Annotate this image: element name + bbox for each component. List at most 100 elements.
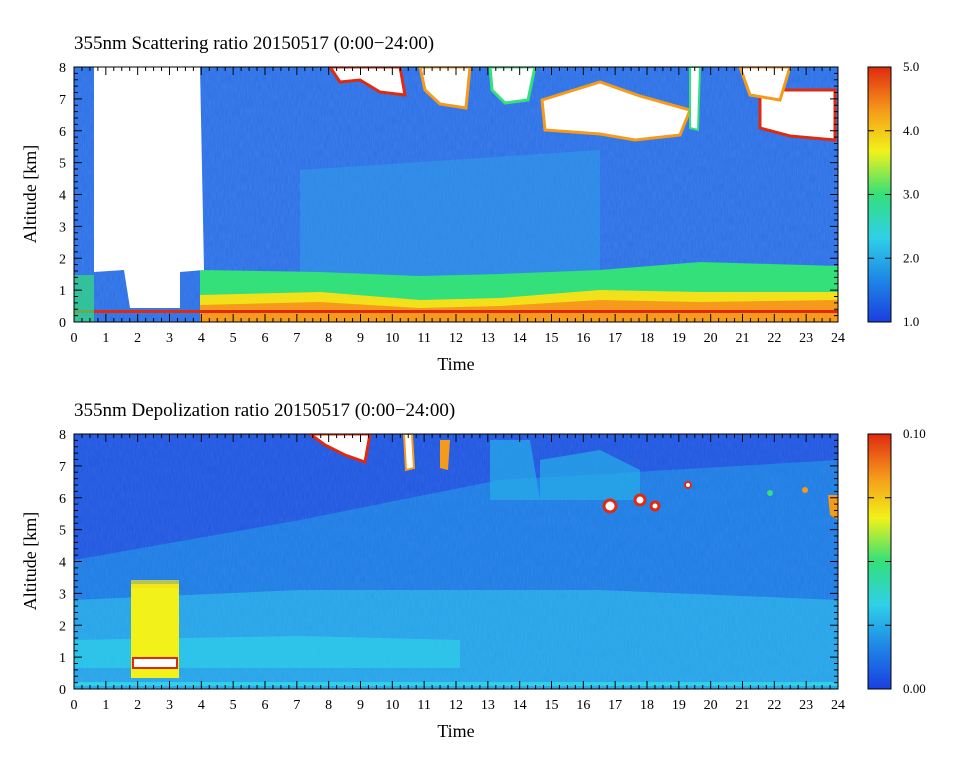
- x-tick-label: 23: [799, 331, 813, 346]
- y-tick-label: 5: [59, 157, 66, 172]
- y-tick-label: 3: [59, 220, 66, 235]
- colorbar-tick-label: 1.0: [903, 314, 919, 329]
- y-tick-label: 2: [59, 619, 66, 634]
- x-tick-label: 1: [102, 698, 109, 713]
- x-axis-ticks: 0 1 2 3 4 5 6 7 8 9 10 11 12 13 14 15 16 17 18 19 20 21 22 23 24: [71, 434, 845, 713]
- x-tick-label: 20: [704, 331, 718, 346]
- aerosol-mid-layer: [300, 150, 600, 285]
- x-tick-label: 8: [325, 698, 332, 713]
- x-tick-label: 10: [385, 331, 399, 346]
- cloud-patch: [440, 440, 450, 470]
- cloud-patch: [602, 498, 618, 514]
- x-tick-label: 22: [767, 331, 781, 346]
- y-tick-label: 0: [59, 316, 66, 331]
- x-tick-label: 22: [767, 698, 781, 713]
- colorbar-ticks: 5.0 4.0 3.0 2.0 1.0: [868, 59, 919, 329]
- x-tick-label: 21: [736, 331, 750, 346]
- x-tick-label: 19: [672, 698, 686, 713]
- x-axis-ticks: 0 1 2 3 4 5 6 7 8 9 10 11 12 13 14 15 16 17 18 19 20 21 22 23 24: [71, 67, 845, 346]
- x-tick-label: 15: [545, 331, 559, 346]
- depolarization-ratio-panel: 355nm Depolization ratio 20150517 (0:00−…: [20, 400, 926, 741]
- x-tick-label: 6: [262, 331, 269, 346]
- colorbar-tick-label: 0.00: [903, 681, 926, 696]
- colorbar: 5.0 4.0 3.0 2.0 1.0: [867, 59, 919, 329]
- y-tick-label: 6: [59, 492, 66, 507]
- x-tick-label: 19: [672, 331, 686, 346]
- colorbar-tick-label: 0.10: [903, 426, 926, 441]
- x-tick-label: 0: [71, 698, 78, 713]
- x-tick-label: 2: [134, 331, 141, 346]
- x-tick-label: 11: [417, 331, 430, 346]
- cloud-patch: [402, 434, 416, 472]
- y-tick-label: 3: [59, 587, 66, 602]
- x-tick-label: 13: [481, 331, 495, 346]
- x-tick-label: 7: [293, 698, 300, 713]
- x-tick-label: 1: [102, 331, 109, 346]
- colorbar-ticks: 0.10 0.00: [868, 426, 926, 696]
- x-tick-label: 10: [385, 698, 399, 713]
- x-tick-label: 18: [640, 698, 654, 713]
- x-tick-label: 9: [357, 698, 364, 713]
- y-tick-label: 0: [59, 683, 66, 698]
- x-tick-label: 8: [325, 331, 332, 346]
- y-tick-label: 1: [59, 284, 66, 299]
- x-tick-label: 3: [166, 331, 173, 346]
- x-tick-label: 17: [608, 698, 622, 713]
- cloud-patch: [488, 67, 537, 105]
- cloud-patch: [802, 487, 808, 493]
- chart-title: 355nm Depolization ratio 20150517 (0:00−…: [74, 400, 455, 421]
- x-tick-label: 24: [831, 331, 845, 346]
- cloud-patch: [418, 67, 472, 110]
- colorbar-tick-label: 2.0: [903, 250, 919, 265]
- y-tick-label: 1: [59, 651, 66, 666]
- cloud-patch: [540, 450, 640, 500]
- surface-return-line: [74, 310, 838, 313]
- x-tick-label: 23: [799, 698, 813, 713]
- colorbar: 0.10 0.00: [867, 426, 926, 696]
- x-tick-label: 14: [513, 698, 527, 713]
- x-tick-label: 12: [449, 698, 463, 713]
- colorbar-tick-label: 3.0: [903, 187, 919, 202]
- cloud-patch: [684, 481, 692, 489]
- y-tick-label: 6: [59, 125, 66, 140]
- y-tick-label: 2: [59, 252, 66, 267]
- chart-title: 355nm Scattering ratio 20150517 (0:00−24…: [74, 33, 434, 54]
- x-tick-label: 5: [230, 698, 237, 713]
- x-tick-label: 18: [640, 331, 654, 346]
- cloud-patch: [828, 495, 838, 520]
- y-axis-ticks: 0 1 2 3 4 5 6 7 8: [59, 428, 838, 698]
- cloud-patch: [738, 67, 792, 102]
- y-tick-label: 7: [59, 93, 66, 108]
- y-axis-label: Altitude [km]: [20, 145, 40, 243]
- y-axis-label: Altitude [km]: [20, 512, 40, 610]
- colorbar-tick-label: 5.0: [903, 59, 919, 74]
- colorbar-tick-label: 4.0: [903, 123, 919, 138]
- x-tick-label: 12: [449, 331, 463, 346]
- y-tick-label: 4: [59, 556, 66, 571]
- x-tick-label: 24: [831, 698, 845, 713]
- x-tick-label: 21: [736, 698, 750, 713]
- x-tick-label: 17: [608, 331, 622, 346]
- x-tick-label: 5: [230, 331, 237, 346]
- y-tick-label: 5: [59, 524, 66, 539]
- x-tick-label: 0: [71, 331, 78, 346]
- no-data-patch: [132, 657, 178, 669]
- x-tick-label: 2: [134, 698, 141, 713]
- scattering-ratio-panel: 355nm Scattering ratio 20150517 (0:00−24…: [20, 33, 919, 374]
- cloud-patch: [328, 67, 407, 97]
- x-tick-label: 9: [357, 331, 364, 346]
- y-axis-ticks: 0 1 2 3 4 5 6 7 8: [59, 61, 838, 331]
- cloud-patch: [689, 67, 702, 132]
- cloud-patch: [307, 434, 372, 464]
- no-data-gap: [94, 67, 204, 308]
- high-depol-top: [131, 580, 179, 588]
- y-tick-label: 4: [59, 189, 66, 204]
- x-tick-label: 13: [481, 698, 495, 713]
- cloud-patch: [490, 440, 540, 500]
- y-tick-label: 8: [59, 61, 66, 76]
- cloud-patch: [540, 80, 693, 142]
- cloud-patch: [767, 490, 773, 496]
